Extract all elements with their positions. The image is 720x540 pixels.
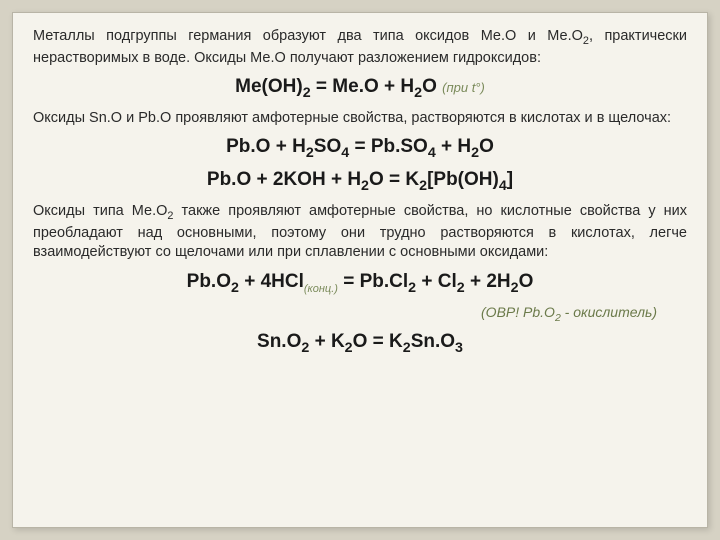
eq1-end: O <box>422 76 442 97</box>
sub-2: 2 <box>361 178 369 194</box>
eq2-b: SO <box>314 136 341 157</box>
content-card: Металлы подгруппы германия образуют два … <box>12 12 708 528</box>
eq4-a: Pb.O <box>187 271 231 292</box>
redox-note: (ОВР! Pb.O2 - окислитель) <box>33 304 687 324</box>
p1-text-a: Металлы подгруппы германия образуют два … <box>33 28 583 44</box>
equation-5: Sn.O2 + K2O = K2Sn.O3 <box>33 331 687 356</box>
sub-2: 2 <box>408 280 416 296</box>
equation-4: Pb.O2 + 4HCl(конц.) = Pb.Cl2 + Cl2 + 2H2… <box>33 271 687 296</box>
sub-2: 2 <box>403 340 411 356</box>
paragraph-2: Оксиды Sn.O и Pb.O проявляют амфотерные … <box>33 109 687 129</box>
eq1-mid: = Me.O + H <box>311 76 414 97</box>
eq5-a: Sn.O <box>257 331 301 352</box>
eq5-d: Sn.O <box>411 331 455 352</box>
p3-a: Оксиды типа Ме.О <box>33 203 167 219</box>
sub-4: 4 <box>341 145 349 161</box>
eq3-d: ] <box>507 169 513 190</box>
note-b: - окислитель) <box>561 304 657 320</box>
eq3-b: O = K <box>369 169 419 190</box>
sub-4: 4 <box>499 178 507 194</box>
eq5-b: + K <box>309 331 344 352</box>
sub-2: 2 <box>414 85 422 101</box>
paragraph-3: Оксиды типа Ме.О2 также проявляют амфоте… <box>33 202 687 263</box>
eq2-d: + H <box>436 136 471 157</box>
eq1-condition: (при t°) <box>442 80 485 95</box>
sub-2: 2 <box>231 280 239 296</box>
eq3-c: [Pb(OH) <box>427 169 499 190</box>
eq4-conc: (конц.) <box>304 283 338 295</box>
eq4-d: + Cl <box>416 271 457 292</box>
eq4-f: O <box>519 271 534 292</box>
eq3-a: Pb.O + 2KOH + H <box>207 169 361 190</box>
sub-2: 2 <box>306 145 314 161</box>
eq5-c: O = K <box>353 331 403 352</box>
eq2-c: = Pb.SO <box>349 136 428 157</box>
sub-2: 2 <box>511 280 519 296</box>
equation-2: Pb.O + H2SO4 = Pb.SO4 + H2O <box>33 136 687 161</box>
sub-2: 2 <box>471 145 479 161</box>
eq4-b: + 4HCl <box>239 271 304 292</box>
equation-1: Me(OH)2 = Me.O + H2O (при t°) <box>33 76 687 101</box>
eq4-c: = Pb.Cl <box>338 271 408 292</box>
eq4-e: + 2H <box>465 271 511 292</box>
equation-3: Pb.O + 2KOH + H2O = K2[Pb(OH)4] <box>33 169 687 194</box>
note-a: (ОВР! Pb.O <box>481 304 555 320</box>
eq2-a: Pb.O + H <box>226 136 306 157</box>
sub-2: 2 <box>419 178 427 194</box>
sub-3: 3 <box>455 340 463 356</box>
sub-2: 2 <box>457 280 465 296</box>
paragraph-1: Металлы подгруппы германия образуют два … <box>33 27 687 68</box>
eq2-e: O <box>479 136 494 157</box>
sub-2: 2 <box>303 85 311 101</box>
sub-4: 4 <box>428 145 436 161</box>
eq1-lhs: Me(OH) <box>235 76 303 97</box>
sub-2: 2 <box>345 340 353 356</box>
